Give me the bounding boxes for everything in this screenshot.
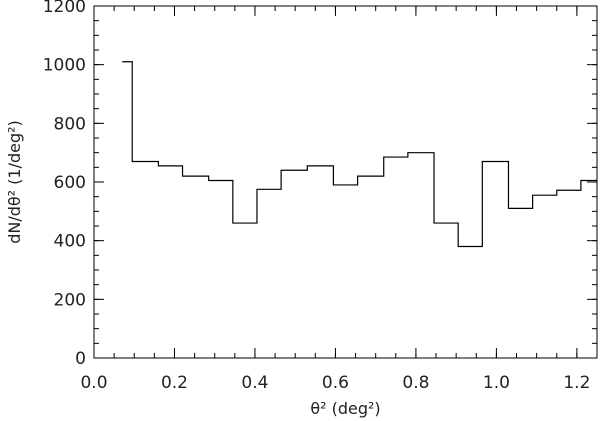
y-tick-label: 1200: [43, 0, 86, 17]
x-tick-label: 0.6: [322, 373, 349, 393]
y-tick-label: 200: [54, 290, 86, 310]
y-axis-label: dN/dθ² (1/deg²): [5, 120, 24, 244]
histogram-step-line: [122, 61, 597, 248]
ticks-layer: [93, 5, 598, 359]
tick-labels-layer: 0.0 0.2 0.4 0.6 0.8 1.0 1.2 0 200 400 600 800 1000 12…: [43, 0, 591, 393]
y-tick-label: 800: [54, 114, 86, 134]
plot-frame: [93, 5, 598, 359]
x-tick-label: 0.8: [402, 373, 429, 393]
y-tick-label: 400: [54, 232, 86, 252]
x-tick-label: 1.2: [563, 373, 590, 393]
y-tick-label: 0: [75, 349, 86, 369]
y-tick-label: 600: [54, 173, 86, 193]
x-tick-label: 0.2: [161, 373, 188, 393]
y-tick-label: 1000: [43, 56, 86, 76]
x-tick-label: 1.0: [483, 373, 510, 393]
x-axis-label: θ² (deg²): [310, 399, 380, 418]
x-tick-label: 0.0: [80, 373, 107, 393]
x-tick-label: 0.4: [241, 373, 268, 393]
